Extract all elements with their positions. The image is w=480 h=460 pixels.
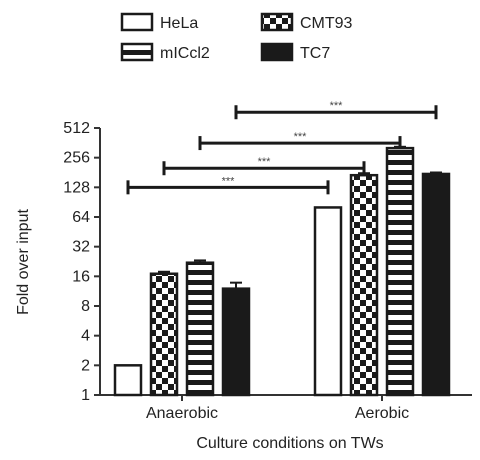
y-axis: 1 2 4 8 16 32 64 128 256 512 — [63, 120, 101, 404]
legend: HeLa CMT93 mICcl2 TC7 — [120, 12, 353, 62]
x-tick-label: Aerobic — [355, 405, 409, 422]
legend-item-micl2: mICcl2 — [120, 42, 210, 62]
y-tick-label: 8 — [81, 298, 90, 315]
bar — [385, 146, 415, 397]
legend-swatch-tc7 — [260, 42, 294, 62]
significance-label: *** — [258, 156, 272, 168]
significance-brackets: *** *** *** *** — [126, 100, 438, 195]
y-tick-label: 2 — [81, 357, 90, 374]
y-tick-label: 4 — [81, 328, 90, 345]
y-tick-label: 1 — [81, 387, 90, 404]
y-tick-label: 32 — [72, 239, 90, 256]
legend-item-tc7: TC7 — [260, 42, 330, 62]
legend-label-cmt93: CMT93 — [300, 15, 353, 32]
y-tick-label: 256 — [63, 150, 90, 167]
significance-label: *** — [330, 100, 344, 112]
legend-label-tc7: TC7 — [300, 45, 330, 62]
legend-label-hela: HeLa — [160, 15, 198, 32]
bar — [113, 364, 143, 397]
legend-item-cmt93: CMT93 — [260, 12, 353, 32]
significance-label: *** — [294, 131, 308, 143]
y-axis-title: Fold over input — [15, 209, 32, 315]
y-tick-label: 64 — [72, 209, 90, 226]
y-tick-label: 128 — [63, 179, 90, 196]
x-axis: Anaerobic Aerobic — [100, 394, 472, 422]
x-axis-title: Culture conditions on TWs — [196, 435, 383, 452]
significance-label: *** — [222, 175, 236, 187]
bar — [313, 206, 343, 397]
bar — [349, 173, 379, 397]
y-tick-label: 16 — [72, 268, 90, 285]
bar — [421, 172, 451, 397]
legend-swatch-hela — [120, 12, 154, 32]
x-tick-label: Anaerobic — [146, 405, 218, 422]
legend-swatch-micl2 — [120, 42, 154, 62]
legend-label-micl2: mICcl2 — [160, 45, 210, 62]
legend-item-hela: HeLa — [120, 12, 198, 32]
bar — [221, 287, 251, 397]
bars — [113, 145, 451, 397]
bar — [149, 272, 179, 397]
y-tick-label: 512 — [63, 120, 90, 137]
bar — [185, 261, 215, 397]
legend-swatch-cmt93 — [260, 12, 294, 32]
